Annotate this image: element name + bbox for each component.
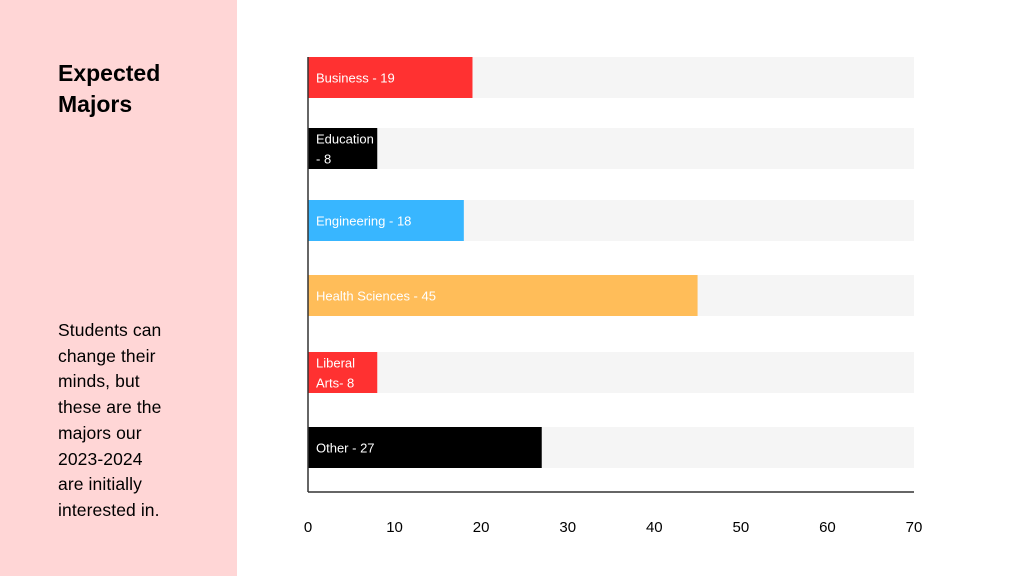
sidebar-panel — [0, 0, 237, 576]
x-tick-label: 70 — [906, 519, 923, 536]
x-tick-label: 0 — [304, 519, 312, 536]
x-tick-label: 10 — [386, 519, 403, 536]
bar — [308, 128, 378, 169]
bar-label: Health Sciences - 45 — [316, 289, 436, 304]
bar-label: Other - 27 — [316, 441, 375, 456]
x-tick-label: 40 — [646, 519, 663, 536]
bar-label: - 8 — [316, 152, 331, 167]
bar-label: Arts- 8 — [316, 376, 354, 391]
bar-label: Business - 19 — [316, 71, 395, 86]
page-title: Expected Majors — [58, 60, 161, 117]
bar-track — [308, 352, 914, 393]
bar-label: Education — [316, 132, 374, 147]
bar — [308, 427, 542, 468]
description-text: Students can change their minds, but the… — [58, 320, 162, 520]
bar-label: Liberal — [316, 356, 355, 371]
x-tick-label: 20 — [473, 519, 490, 536]
x-tick-label: 50 — [733, 519, 750, 536]
x-tick-label: 60 — [819, 519, 836, 536]
bar — [308, 352, 378, 393]
bar — [308, 57, 473, 98]
bar — [308, 275, 698, 316]
x-tick-label: 30 — [559, 519, 576, 536]
bar-track — [308, 128, 914, 169]
bar-label: Engineering - 18 — [316, 214, 411, 229]
bar — [308, 200, 464, 241]
